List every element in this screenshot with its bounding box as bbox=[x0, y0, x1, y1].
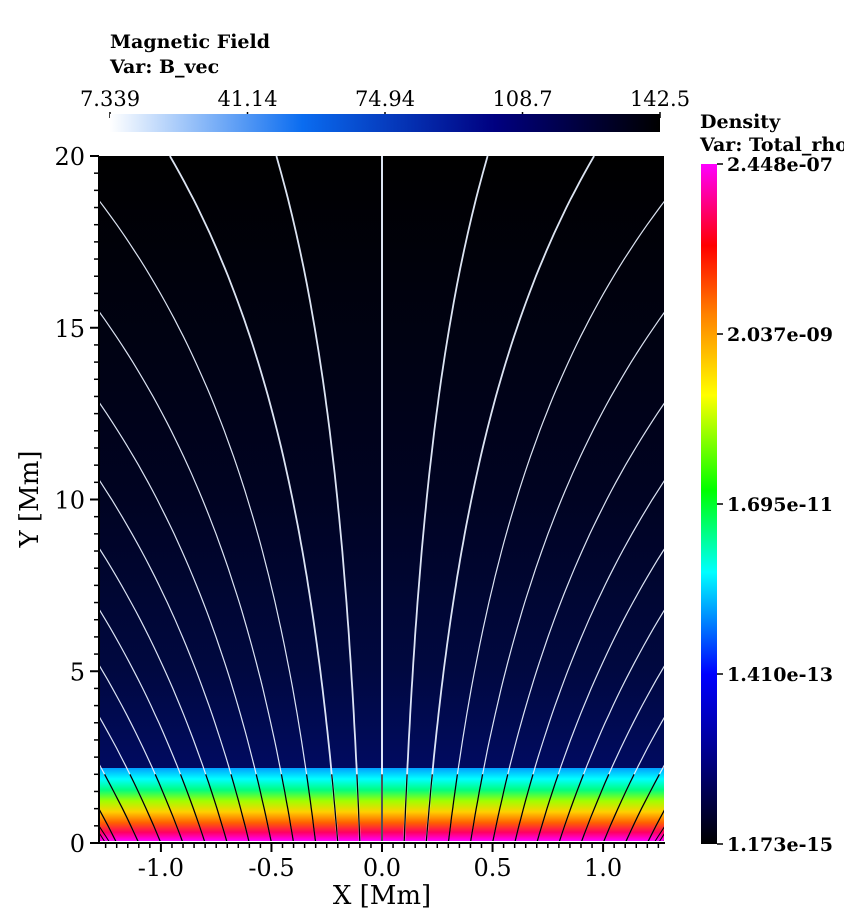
density-tick-label: 1.695e-11 bbox=[727, 494, 833, 516]
field-line-lower bbox=[280, 774, 294, 841]
x-tick-label: 0.5 bbox=[473, 854, 511, 882]
x-tick-label: 1.0 bbox=[584, 854, 622, 882]
bfield-tick-label: 142.5 bbox=[630, 87, 690, 111]
field-line bbox=[447, 200, 664, 841]
field-line-edge bbox=[659, 833, 664, 841]
field-line bbox=[603, 716, 664, 841]
field-line-edge bbox=[100, 840, 101, 841]
field-line bbox=[100, 311, 294, 841]
y-axis-label: Y [Mm] bbox=[15, 451, 45, 549]
field-line-lower bbox=[558, 774, 585, 841]
density-tick-label: 1.410e-13 bbox=[727, 664, 833, 686]
bfield-tick-label: 7.339 bbox=[80, 87, 140, 111]
field-line bbox=[169, 156, 339, 841]
field-line-lower bbox=[470, 774, 484, 841]
field-line bbox=[581, 665, 664, 841]
field-line bbox=[403, 156, 489, 841]
field-line bbox=[100, 716, 161, 841]
field-line-lower bbox=[356, 774, 361, 841]
field-line-lower bbox=[331, 774, 339, 841]
x-axis-ticks: -1.0 -0.5 0.0 0.5 1.0 bbox=[104, 843, 660, 882]
field-line bbox=[558, 609, 664, 841]
bfield-legend-variable: Var: B_vec bbox=[109, 56, 219, 78]
bfield-tick-labels: 7.339 41.14 74.94 108.7 142.5 bbox=[80, 87, 690, 111]
field-line-lower bbox=[447, 774, 459, 841]
y-tick-label: 10 bbox=[54, 487, 85, 515]
field-line-lower bbox=[154, 774, 183, 841]
field-line-lower bbox=[403, 774, 408, 841]
field-line-edge bbox=[663, 840, 664, 841]
field-line bbox=[100, 548, 228, 841]
field-lines bbox=[100, 156, 664, 841]
field-line bbox=[275, 156, 361, 841]
field-line-lower bbox=[492, 774, 509, 841]
field-line-lower bbox=[647, 809, 664, 841]
y-axis-ticks: 0 5 10 15 20 bbox=[54, 143, 99, 858]
x-tick-label: 0.0 bbox=[363, 854, 401, 882]
y-tick-label: 5 bbox=[70, 658, 85, 686]
bfield-tick-label: 74.94 bbox=[355, 87, 415, 111]
field-line-lower bbox=[425, 774, 433, 841]
field-line bbox=[470, 311, 664, 841]
y-tick-label: 20 bbox=[54, 143, 85, 171]
field-line-lower bbox=[205, 774, 228, 841]
bfield-colorbar bbox=[110, 114, 660, 132]
field-line-lower bbox=[230, 774, 250, 841]
density-tick-marks bbox=[717, 163, 723, 845]
density-tick-label: 2.037e-09 bbox=[727, 324, 833, 346]
field-line-lower bbox=[100, 809, 117, 841]
field-line bbox=[514, 480, 664, 841]
field-line-edge bbox=[100, 833, 105, 841]
plot-area bbox=[100, 156, 664, 841]
field-line bbox=[100, 665, 183, 841]
y-tick-label: 15 bbox=[54, 315, 85, 343]
field-line-lower bbox=[625, 773, 660, 841]
x-axis-label: X [Mm] bbox=[333, 881, 431, 911]
density-tick-labels: 2.448e-07 2.037e-09 1.695e-11 1.410e-13 1.17… bbox=[727, 154, 833, 856]
density-tick-label: 2.448e-07 bbox=[727, 154, 833, 176]
field-line-lower bbox=[603, 774, 635, 841]
field-line-lower bbox=[514, 774, 534, 841]
field-line-lower bbox=[129, 774, 161, 841]
field-line-lower bbox=[536, 774, 559, 841]
field-line-lower bbox=[104, 773, 139, 841]
field-line-lower bbox=[179, 774, 206, 841]
field-line-lower bbox=[255, 774, 272, 841]
field-line bbox=[100, 480, 250, 841]
density-colorbar bbox=[701, 164, 717, 844]
y-tick-label: 0 bbox=[70, 830, 85, 858]
density-legend-variable: Var: Total_rho bbox=[699, 134, 844, 156]
field-line bbox=[100, 402, 272, 841]
field-line bbox=[100, 609, 206, 841]
field-line bbox=[100, 200, 317, 841]
density-tick-label: 1.173e-15 bbox=[727, 834, 833, 856]
field-line-lower bbox=[581, 774, 610, 841]
x-tick-label: -0.5 bbox=[248, 854, 294, 882]
field-line bbox=[492, 402, 664, 841]
bfield-tick-label: 108.7 bbox=[492, 87, 552, 111]
density-legend-title: Density bbox=[700, 111, 781, 133]
x-tick-label: -1.0 bbox=[138, 854, 184, 882]
field-line-lower bbox=[305, 774, 317, 841]
field-line bbox=[536, 548, 664, 841]
field-line bbox=[425, 156, 595, 841]
bfield-legend-title: Magnetic Field bbox=[110, 31, 270, 53]
bfield-tick-label: 41.14 bbox=[217, 87, 277, 111]
